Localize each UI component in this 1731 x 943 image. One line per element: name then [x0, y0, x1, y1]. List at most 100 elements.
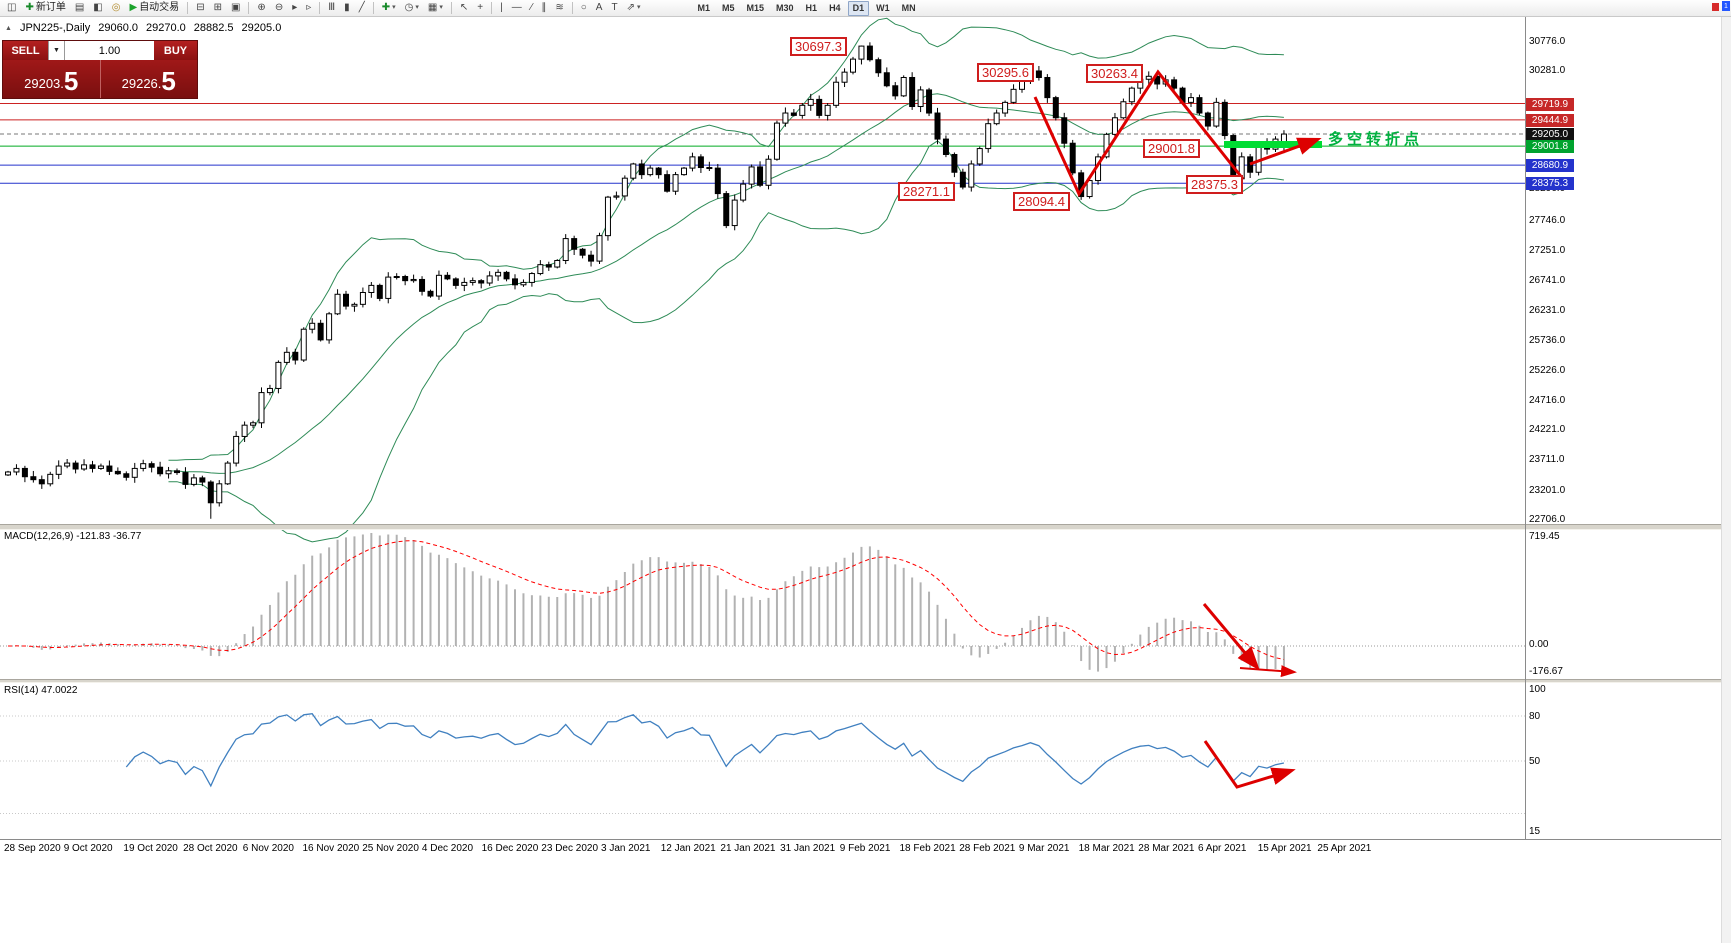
auto-scroll-icon[interactable]: ▸ — [288, 0, 301, 17]
timeframe-m5[interactable]: M5 — [722, 2, 735, 13]
navigator-icon[interactable]: ◎ — [108, 0, 125, 17]
tile-windows-icon[interactable]: ⊟ — [192, 0, 208, 17]
templates-button[interactable]: ▦ ▾ — [424, 0, 447, 17]
timeframe-toolbar: M1 M5 M15 M30 H1 H4 D1 W1 MN — [691, 0, 921, 16]
toolbar-separator — [571, 2, 573, 14]
timeframe-m1[interactable]: M1 — [697, 2, 710, 13]
data-window-icon[interactable]: ◧ — [89, 0, 106, 17]
new-chart-icon-glyph: ◫ — [7, 2, 17, 13]
time-axis-label: 3 Jan 2021 — [601, 843, 651, 854]
templates-button-caret[interactable]: ▾ — [439, 4, 443, 11]
time-axis-label: 25 Nov 2020 — [362, 843, 419, 854]
timeframe-mn[interactable]: MN — [901, 2, 916, 13]
cursor-icon-glyph: ↖ — [459, 2, 469, 13]
price-annotation-box[interactable]: 28271.1 — [898, 182, 955, 201]
trendline-icon-glyph: ∕ — [530, 2, 533, 13]
timeframe-m15[interactable]: M15 — [746, 2, 765, 13]
candles-chart-icon[interactable]: ▮ — [340, 0, 354, 17]
price-annotation-box[interactable]: 28094.4 — [1013, 192, 1070, 211]
price-tick-label: 22706.0 — [1529, 514, 1566, 525]
time-axis[interactable]: 28 Sep 2020 9 Oct 2020 19 Oct 2020 28 Oct 2… — [0, 839, 1731, 857]
time-axis-label: 18 Mar 2021 — [1078, 843, 1135, 854]
price-annotation-box[interactable]: 29001.8 — [1143, 139, 1200, 158]
horizontal-line-icon[interactable]: — — [508, 0, 526, 17]
periods-button[interactable]: ◷ ▾ — [401, 0, 423, 17]
buy-button[interactable]: BUY — [154, 41, 197, 60]
price-tick-label: 27746.0 — [1529, 215, 1566, 227]
arrange-icon[interactable]: ▣ — [227, 0, 244, 17]
price-level-tag: 28680.9 — [1526, 159, 1574, 173]
text-label-icon-glyph: T — [611, 2, 618, 13]
price-tick-label: 23201.0 — [1529, 484, 1566, 496]
line-chart-icon[interactable]: ╱ — [355, 0, 369, 17]
pane-separator-rsi[interactable] — [0, 679, 1731, 683]
macd-axis-label: 719.45 — [1529, 531, 1560, 542]
sell-price-base: 29203. — [24, 76, 64, 91]
shapes-icon[interactable]: ○ — [577, 0, 591, 17]
text-icon[interactable]: A — [592, 0, 607, 17]
timeframe-h4[interactable]: H4 — [829, 2, 841, 13]
channel-icon[interactable]: ∥ — [537, 0, 550, 17]
sell-button[interactable]: SELL — [3, 41, 48, 60]
vertical-line-icon[interactable]: | — [496, 0, 507, 17]
price-annotation-box[interactable]: 30295.6 — [977, 63, 1034, 82]
time-axis-label: 9 Oct 2020 — [63, 843, 113, 854]
macd-axis-label: 0.00 — [1529, 639, 1549, 650]
new-chart-icon[interactable]: ◫ — [3, 0, 20, 17]
rsi-axis-label: 50 — [1529, 756, 1541, 767]
trend-note-text[interactable]: 多空转折点 — [1328, 131, 1424, 148]
price-tick-label: 25226.0 — [1529, 364, 1566, 376]
periods-button-caret[interactable]: ▾ — [415, 4, 419, 11]
autotrading-button[interactable]: ▶ 自动交易 — [125, 0, 183, 17]
arrows-icon[interactable]: ⇗ ▾ — [623, 0, 645, 17]
timeframe-h1[interactable]: H1 — [805, 2, 818, 13]
bars-chart-icon[interactable]: Ⅲ — [324, 0, 339, 17]
timeframe-w1[interactable]: W1 — [876, 2, 890, 13]
ohlc-open: 29060.0 — [98, 22, 139, 34]
chart-ohlc-header: ▲ JPN225-,Daily 29060.0 29270.0 28882.5 … — [5, 22, 281, 34]
time-axis-label: 23 Dec 2020 — [541, 843, 599, 854]
alert-badge-icon[interactable] — [1712, 3, 1719, 11]
time-axis-label: 28 Oct 2020 — [183, 843, 238, 854]
price-axis-border — [1525, 17, 1526, 855]
timeframe-m30[interactable]: M30 — [776, 2, 794, 13]
zoom-out-icon[interactable]: ⊖ — [271, 0, 287, 17]
sell-price-pips: 5 — [63, 66, 79, 96]
price-level-tag: 28375.3 — [1526, 177, 1574, 191]
time-axis-label: 21 Jan 2021 — [720, 843, 776, 854]
indicators-button-caret[interactable]: ▾ — [392, 4, 396, 11]
new-order-button[interactable]: ✚ 新订单 — [21, 0, 69, 17]
price-annotation-box[interactable]: 30697.3 — [790, 37, 847, 56]
arrows-icon-glyph: ⇗ — [626, 2, 635, 13]
new-order-button-glyph: ✚ — [25, 2, 34, 13]
arrows-icon-caret[interactable]: ▾ — [636, 4, 641, 11]
time-axis-label: 31 Jan 2021 — [780, 843, 836, 854]
buy-price-display[interactable]: 29226. 5 — [100, 60, 197, 98]
scrollbar[interactable] — [1721, 0, 1731, 943]
cascade-windows-icon[interactable]: ⊞ — [210, 0, 226, 17]
price-tick-label: 25736.0 — [1529, 334, 1566, 346]
sell-price-display[interactable]: 29203. 5 — [3, 60, 101, 98]
pane-separator-macd[interactable] — [0, 524, 1731, 530]
price-annotation-box[interactable]: 30263.4 — [1086, 64, 1143, 83]
crosshair-icon[interactable]: + — [473, 0, 487, 17]
indicators-button[interactable]: ✚ ▾ — [378, 0, 400, 17]
market-watch-icon[interactable]: ▤ — [71, 0, 88, 17]
ohlc-close: 29205.0 — [241, 22, 282, 34]
chart-shift-icon[interactable]: ▹ — [302, 0, 315, 17]
chart-count-badge[interactable]: 1 — [1722, 1, 1730, 11]
time-axis-label: 19 Oct 2020 — [123, 843, 178, 854]
rsi-axis-label: 80 — [1529, 711, 1541, 722]
text-label-icon[interactable]: T — [607, 0, 621, 17]
price-annotation-box[interactable]: 28375.3 — [1186, 175, 1243, 194]
timeframe-d1[interactable]: D1 — [847, 0, 870, 16]
fibonacci-icon[interactable]: ≋ — [551, 0, 567, 17]
zoom-in-icon[interactable]: ⊕ — [253, 0, 269, 17]
rsi-axis-label: 100 — [1529, 684, 1546, 695]
cursor-icon[interactable]: ↖ — [456, 0, 472, 17]
volume-input[interactable]: 1.00 — [65, 41, 154, 60]
volume-dropdown-caret[interactable]: ▼ — [48, 41, 65, 60]
time-axis-label: 28 Feb 2021 — [959, 843, 1016, 854]
trendline-icon[interactable]: ∕ — [527, 0, 537, 17]
